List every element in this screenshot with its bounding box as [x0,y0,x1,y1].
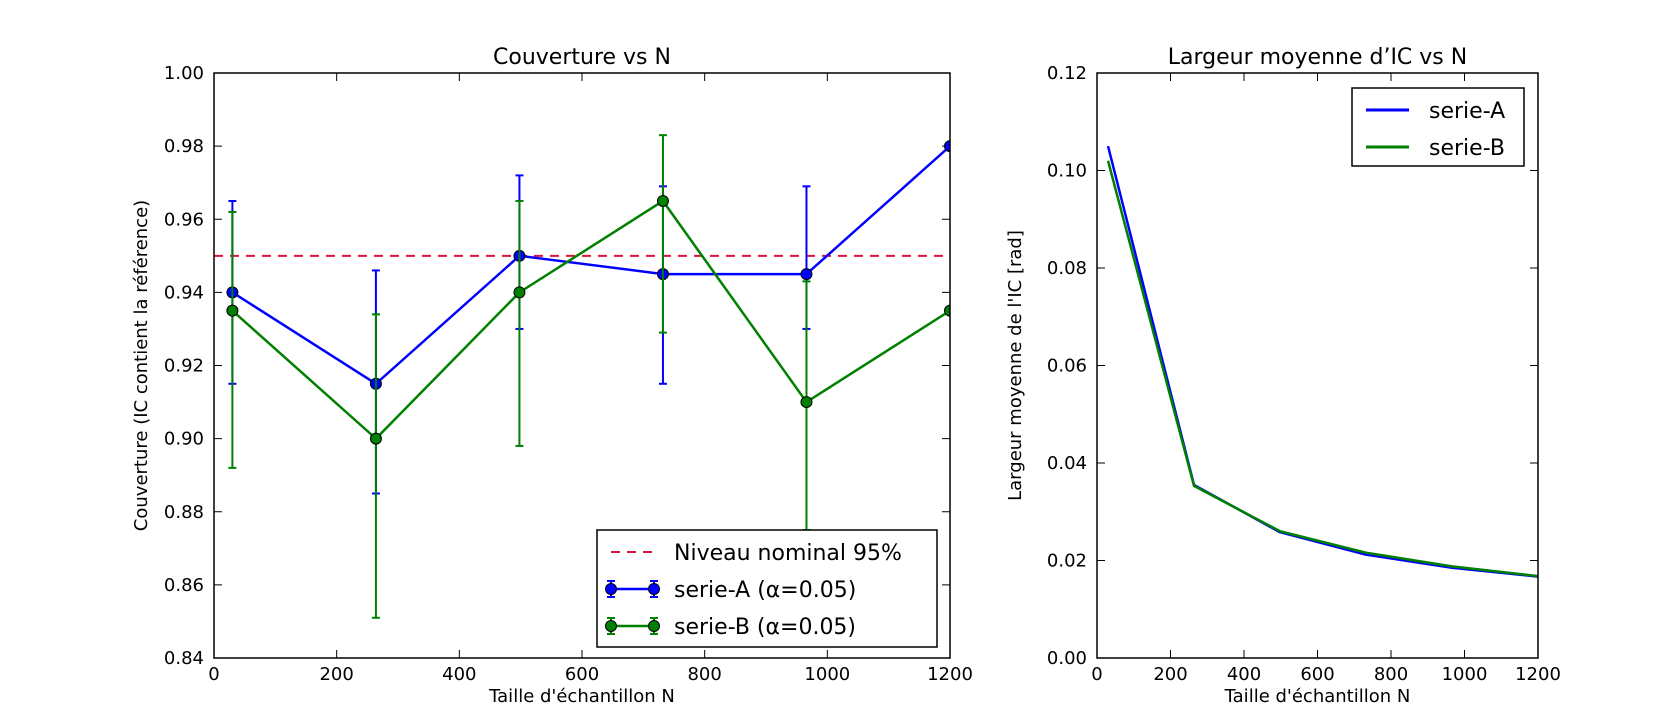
series-line-1 [1106,145,1538,578]
x-tick-label: 400 [442,664,476,685]
data-point [944,140,950,153]
x-tick-label: 0 [208,664,219,685]
y-tick-label: 0.90 [164,429,204,450]
width-chart: 0 200 400 600 800 1000 1200 0.00 0.02 0.04 0.06 0.0… [1005,45,1561,707]
y-tick-label: 0.96 [164,209,204,230]
legend-label: serie-B [1429,136,1505,161]
y-tick-label: 1.00 [164,63,204,84]
x-axis-label: Taille d'échantillon N [1224,686,1411,707]
legend: Niveau nominal 95% serie-A (α=0.05) serie-… [596,529,938,648]
x-axis-label: Taille d'échantillon N [488,686,675,707]
x-tick-label: 600 [1300,664,1334,685]
legend-label: serie-A (α=0.05) [674,578,856,603]
y-axis-label: Couverture (IC contient la référence) [131,200,152,531]
chart-title: Largeur moyenne d’IC vs N [1168,45,1467,70]
x-tick-label: 600 [565,664,599,685]
y-tick-label: 0.92 [164,356,204,377]
chart-title: Couverture vs N [493,45,671,70]
y-tick-label: 0.10 [1047,161,1087,182]
data-point [369,432,382,445]
y-tick-label: 0.06 [1047,356,1087,377]
series-line-2 [231,199,950,440]
y-tick-label: 0.00 [1047,648,1087,669]
x-tick-label: 1000 [1442,664,1488,685]
y-tick-label: 0.04 [1047,453,1087,474]
data-point [513,286,526,299]
series-line-2 [1106,160,1538,578]
y-tick-label: 0.08 [1047,258,1087,279]
data-point [226,304,239,317]
y-tick-label: 0.02 [1047,551,1087,572]
x-tick-label: 1200 [927,664,973,685]
data-point [800,396,813,409]
x-tick-label: 200 [1153,664,1187,685]
y-tick-label: 0.86 [164,575,204,596]
legend-marker [605,620,617,632]
x-tick-label: 200 [319,664,353,685]
legend-label: serie-A [1429,99,1505,124]
y-tick-label: 0.12 [1047,63,1087,84]
plot-area [1106,145,1538,578]
x-tick-label: 400 [1227,664,1261,685]
legend: serie-A serie-B [1351,87,1525,167]
legend-marker [648,620,660,632]
y-axis-label: Largeur moyenne de l'IC [rad] [1005,230,1026,501]
legend-box [1351,87,1525,167]
legend-label: Niveau nominal 95% [674,541,902,566]
x-tick-label: 800 [687,664,721,685]
legend-marker [648,583,660,595]
coverage-chart: 0 200 400 600 800 1000 1200 0.84 0.86 0.88 0.90 0.9… [131,45,973,707]
y-tick-label: 0.94 [164,282,204,303]
axes-frame [1096,72,1539,659]
axes-frame [213,72,951,659]
data-point [656,194,669,207]
y-tick-label: 0.88 [164,502,204,523]
x-tick-label: 1000 [804,664,850,685]
x-tick-label: 1200 [1515,664,1561,685]
x-tick-label: 800 [1374,664,1408,685]
x-tick-label: 0 [1091,664,1102,685]
y-tick-label: 0.98 [164,136,204,157]
legend-label: serie-B (α=0.05) [674,615,856,640]
plot-area [214,134,950,619]
data-point [800,268,813,281]
series-line-1 [231,145,950,386]
legend-marker [605,583,617,595]
data-point [944,304,950,317]
y-tick-label: 0.84 [164,648,204,669]
